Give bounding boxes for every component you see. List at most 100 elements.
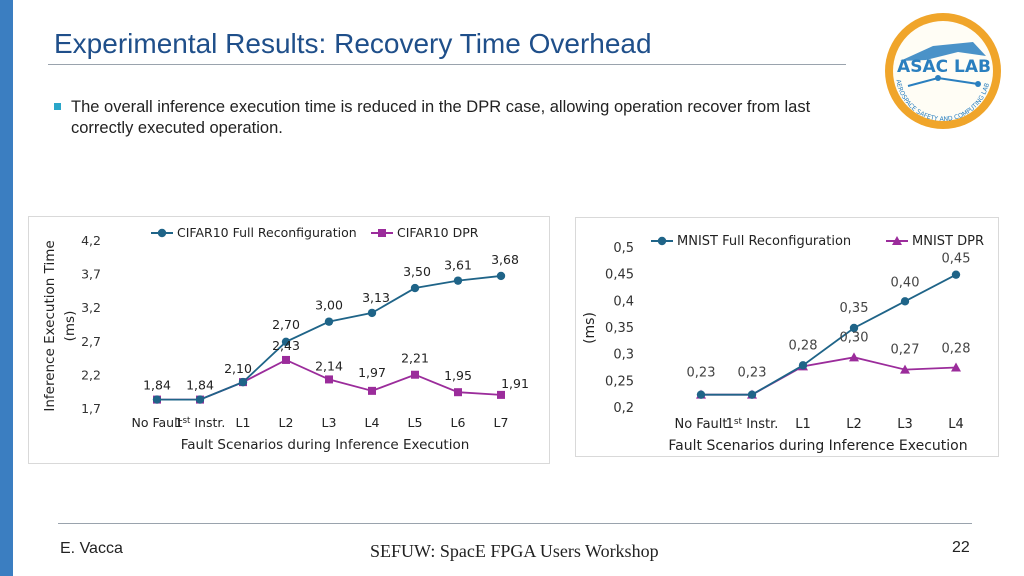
data-point (747, 390, 757, 399)
x-tick-label: L7 (494, 415, 509, 430)
logo-circuit-node (975, 81, 981, 87)
tick-suffix: Instr. (742, 417, 778, 432)
asac-lab-logo: ASAC LAB AEROSPACE SAFETY AND COMPUTING … (885, 13, 1001, 129)
logo-circuit-node (935, 75, 941, 81)
y-axis-unit: (ms) (62, 311, 78, 342)
data-label: 0,28 (789, 338, 818, 353)
data-point (696, 390, 706, 399)
data-label: 3,61 (444, 258, 472, 273)
data-label: 1,84 (143, 378, 171, 393)
legend-marker (657, 236, 667, 246)
data-label: 0,23 (738, 366, 767, 381)
data-point (496, 271, 506, 281)
data-point (900, 297, 910, 306)
data-label: 0,45 (942, 252, 971, 267)
x-tick-label: L4 (948, 417, 964, 432)
data-point (798, 361, 808, 370)
legend-label: CIFAR10 Full Reconfiguration (177, 225, 357, 240)
x-tick-label: L3 (322, 415, 337, 430)
data-label: 0,35 (840, 301, 869, 316)
x-axis-title: Fault Scenarios during Inference Executi… (668, 438, 967, 454)
data-point (951, 270, 961, 279)
series-line (701, 273, 957, 396)
bullet-text: The overall inference execution time is … (71, 98, 811, 137)
data-label: 1,84 (186, 378, 214, 393)
tick-superscript: st (734, 417, 743, 427)
data-label: 1,91 (501, 376, 529, 391)
x-tick-label: L5 (408, 415, 423, 430)
y-tick-label: 0,4 (613, 294, 634, 309)
y-axis-unit: (ms) (582, 312, 598, 344)
data-label: 2,21 (401, 351, 429, 366)
x-tick-label: L2 (846, 417, 862, 432)
page-number: 22 (952, 539, 970, 556)
data-label: 3,68 (491, 252, 519, 267)
data-point (849, 323, 859, 333)
data-label: 1,95 (444, 368, 472, 383)
logo-title-text: ASAC LAB (897, 57, 991, 77)
data-label: 2,70 (272, 317, 300, 332)
data-point (281, 337, 291, 346)
mnist-chart: 0,2 0,25 0,3 0,35 0,4 0,45 0,5 No Fault 1st Inst… (575, 217, 999, 457)
data-label: 2,43 (272, 338, 300, 353)
x-tick-label: L2 (279, 415, 294, 430)
footer-author: E. Vacca (60, 540, 123, 557)
data-point (282, 355, 290, 364)
footer-divider (58, 523, 972, 524)
data-label: 3,50 (403, 264, 431, 279)
legend-label: CIFAR10 DPR (397, 225, 479, 240)
y-tick-label: 0,2 (613, 401, 634, 416)
tick-superscript: st (183, 416, 191, 426)
legend-marker (378, 229, 386, 237)
data-point (368, 386, 376, 395)
data-point (324, 317, 334, 326)
x-tick-label: 1st Instr. (175, 415, 226, 430)
x-tick-label: L1 (236, 415, 251, 430)
tick-suffix: Instr. (190, 415, 225, 430)
data-point (325, 375, 333, 384)
y-tick-label: 2,2 (81, 367, 101, 382)
data-point (951, 362, 961, 372)
slide-title: Experimental Results: Recovery Time Over… (54, 28, 652, 59)
footer-event: SEFUW: SpacE FPGA Users Workshop (370, 541, 659, 561)
bullet-item: The overall inference execution time is … (54, 97, 854, 139)
x-tick-label: L1 (795, 417, 811, 432)
x-tick-label: L6 (451, 415, 466, 430)
data-label: 0,28 (942, 341, 971, 356)
cifar10-chart: 1,7 2,2 2,7 3,2 3,7 4,2 No Fault 1st Instr. L1 L2… (28, 216, 550, 464)
y-tick-label: 3,2 (81, 300, 101, 315)
y-tick-label: 2,7 (81, 334, 101, 349)
legend-marker (892, 236, 902, 245)
x-tick-label: No Fault (132, 415, 183, 430)
data-point (411, 370, 419, 379)
legend-marker (157, 228, 167, 238)
data-point (367, 308, 377, 318)
data-label: 2,14 (315, 358, 343, 373)
data-label: 1,97 (358, 365, 386, 380)
logo-wing-shape (900, 42, 986, 61)
y-tick-label: 0,45 (605, 268, 634, 283)
data-point (152, 395, 162, 404)
y-tick-label: 0,3 (613, 348, 634, 363)
data-point (454, 388, 462, 397)
legend-label: MNIST Full Reconfiguration (677, 234, 851, 249)
legend-label: MNIST DPR (912, 234, 984, 249)
data-label: 0,23 (687, 366, 716, 381)
title-divider (48, 64, 846, 65)
x-tick-label: L3 (897, 417, 913, 432)
y-tick-label: 3,7 (81, 267, 101, 282)
data-label: 2,10 (224, 361, 252, 376)
y-axis-title: Inference Execution Time (42, 240, 58, 411)
y-tick-label: 0,35 (605, 321, 634, 336)
y-tick-label: 4,2 (81, 233, 101, 248)
data-point (453, 276, 463, 285)
data-label: 0,30 (840, 330, 869, 345)
data-point (497, 390, 505, 399)
x-tick-label: L4 (365, 415, 380, 430)
data-point (900, 364, 910, 374)
data-label: 3,00 (315, 298, 343, 313)
x-axis-title: Fault Scenarios during Inference Executi… (181, 437, 470, 453)
data-label: 0,27 (891, 343, 920, 358)
